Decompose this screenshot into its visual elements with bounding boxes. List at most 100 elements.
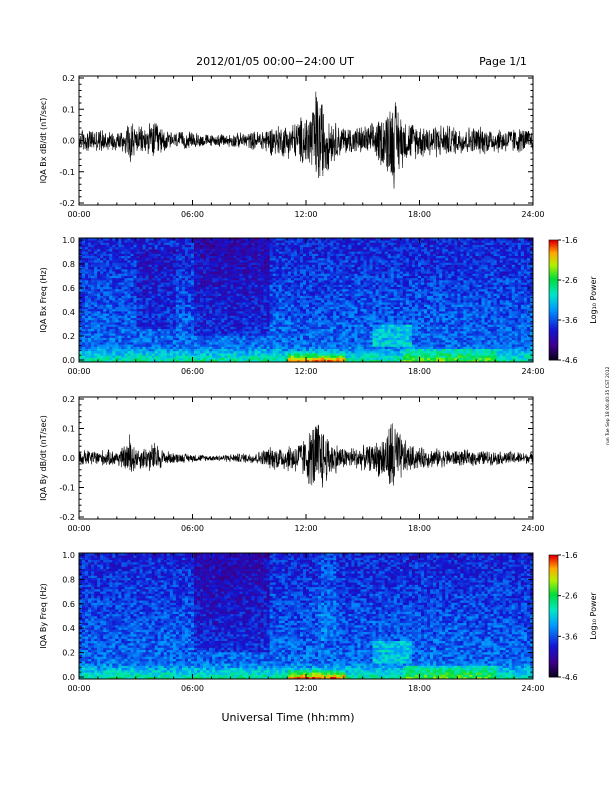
spectrogram-cell: [160, 262, 165, 265]
spectrogram-cell: [284, 257, 289, 261]
spectrogram-cell: [293, 346, 298, 350]
spectrogram-cell: [315, 251, 319, 254]
spectrogram-cell: [278, 286, 283, 290]
spectrogram-cell: [324, 300, 328, 303]
spectrogram-cell: [266, 346, 270, 350]
spectrogram-cell: [112, 257, 116, 261]
spectrogram-cell: [227, 322, 231, 325]
spectrogram-cell: [133, 293, 137, 296]
spectrogram-cell: [306, 359, 310, 363]
spectrogram-cell: [318, 262, 322, 265]
spectrogram-cell: [85, 280, 89, 283]
spectrogram-cell: [242, 288, 246, 292]
spectrogram-cell: [139, 306, 143, 310]
spectrogram-cell: [221, 335, 225, 338]
spectrogram-cell: [82, 337, 86, 341]
spectrogram-cell: [281, 328, 286, 332]
spectrogram-cell: [194, 249, 198, 252]
spectrogram-cell: [94, 246, 98, 250]
spectrogram-cell: [272, 286, 277, 290]
spectrogram-cell: [181, 266, 186, 270]
spectrogram-cell: [197, 251, 201, 254]
spectrogram-cell: [218, 238, 222, 241]
spectrogram-cell: [339, 324, 343, 327]
spectrogram-cell: [130, 326, 134, 330]
spectrogram-cell: [163, 242, 168, 245]
spectrogram-cell: [302, 295, 307, 299]
spectrogram-cell: [163, 271, 168, 274]
spectrogram-cell: [324, 337, 328, 341]
spectrogram-cell: [236, 328, 240, 332]
spectrogram-cell: [212, 260, 216, 263]
spectrogram-cell: [281, 280, 286, 283]
spectrogram-cell: [293, 344, 298, 347]
spectrogram-cell: [218, 313, 222, 316]
spectrogram-cell: [112, 291, 116, 294]
spectrogram-cell: [254, 357, 258, 361]
spectrogram-cell: [251, 331, 255, 334]
y-axis-title: IQA Bx dB/dt (nT/sec): [39, 98, 48, 184]
spectrogram-cell: [103, 280, 107, 283]
spectrogram-cell: [178, 359, 183, 363]
spectrogram-cell: [175, 348, 180, 352]
spectrogram-cell: [266, 302, 270, 305]
spectrogram-cell: [302, 322, 307, 325]
spectrogram-cell: [333, 255, 337, 259]
spectrogram-cell: [121, 337, 125, 341]
spectrogram-cell: [227, 286, 231, 290]
spectrogram-cell: [318, 344, 322, 347]
spectrogram-cell: [251, 253, 255, 257]
spectrogram-cell: [278, 251, 283, 254]
spectrogram-cell: [154, 288, 158, 292]
spectrogram-cell: [239, 286, 243, 290]
spectrogram-cell: [133, 344, 137, 347]
spectrogram-cell: [175, 251, 180, 254]
spectrogram-cell: [218, 297, 222, 301]
spectrogram-cell: [163, 319, 168, 323]
spectrogram-cell: [127, 335, 131, 338]
spectrogram-cell: [242, 286, 246, 290]
spectrogram-cell: [272, 350, 277, 354]
spectrogram-cell: [154, 280, 158, 283]
spectrogram-cell: [200, 355, 204, 358]
bx-spectrogram-panel: 00:00 06:00 12:00 18:00 24:000.00.20.40.60.8…: [39, 236, 598, 376]
spectrogram-cell: [124, 286, 128, 290]
spectrogram-cell: [330, 257, 334, 261]
spectrogram-cell: [82, 324, 86, 327]
spectrogram-cell: [190, 346, 195, 350]
spectrogram-cell: [154, 357, 158, 361]
spectrogram-cell: [130, 280, 134, 283]
spectrogram-cell: [336, 262, 340, 265]
spectrogram-cell: [254, 350, 258, 354]
spectrogram-cell: [309, 295, 313, 299]
spectrogram-cell: [103, 333, 107, 336]
spectrogram-cell: [315, 308, 319, 312]
spectrogram-cell: [254, 311, 258, 314]
spectrogram-cell: [103, 344, 107, 347]
spectrogram-cell: [227, 315, 231, 319]
spectrogram-cell: [263, 295, 267, 299]
spectrogram-cell: [339, 260, 343, 263]
spectrogram-cell: [136, 346, 140, 350]
spectrogram-cell: [242, 249, 246, 252]
spectrogram-cell: [230, 331, 234, 334]
spectrogram-cell: [245, 335, 249, 338]
spectrogram-cell: [257, 317, 261, 321]
spectrogram-cell: [184, 291, 189, 294]
spectrogram-cell: [103, 246, 107, 250]
spectrogram-cell: [209, 335, 213, 338]
spectrogram-cell: [100, 359, 104, 363]
spectrogram-cell: [145, 324, 149, 327]
spectrogram-cell: [336, 266, 340, 270]
spectrogram-cell: [224, 346, 228, 350]
spectrogram-cell: [82, 342, 86, 345]
spectrogram-cell: [239, 300, 243, 303]
spectrogram-cell: [142, 253, 146, 257]
spectrogram-cell: [293, 238, 298, 241]
spectrogram-cell: [293, 342, 298, 345]
spectrogram-cell: [97, 260, 101, 263]
spectrogram-cell: [157, 295, 162, 299]
spectrogram-cell: [242, 319, 246, 323]
spectrogram-cell: [212, 240, 216, 243]
